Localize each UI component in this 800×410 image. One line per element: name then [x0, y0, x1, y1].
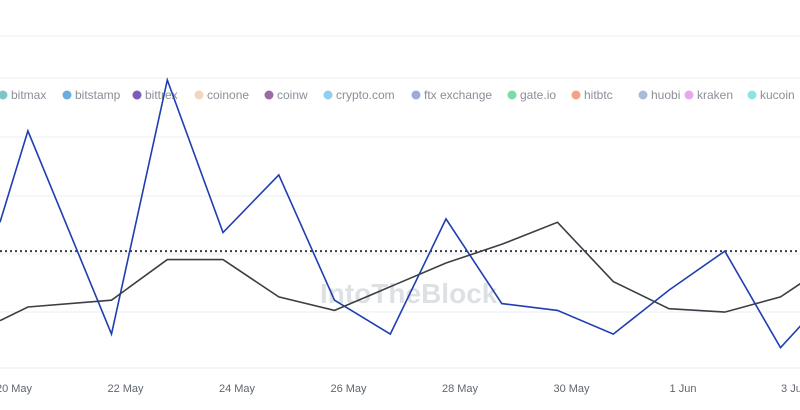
x-tick-label: 24 May [219, 383, 256, 395]
legend: bitmax bitstamp bittrex coinone coinw crypto.… [0, 88, 795, 102]
legend-item-bitmax[interactable]: bitmax [0, 88, 46, 102]
grid-lines [0, 35, 800, 369]
x-tick-label: 30 May [553, 383, 590, 395]
x-tick-label: 1 Jun [670, 383, 697, 395]
legend-swatch [264, 90, 274, 100]
legend-item-coinw[interactable]: coinw [264, 88, 309, 102]
legend-swatch [0, 90, 8, 100]
legend-label: ftx exchange [424, 88, 492, 102]
legend-item-bitstamp[interactable]: bitstamp [62, 88, 121, 102]
legend-label: hitbtc [584, 88, 613, 102]
legend-swatch [323, 90, 333, 100]
x-axis: 20 May 22 May 24 May 26 May 28 May 30 May 1 Ju… [0, 383, 800, 395]
legend-label: coinw [277, 88, 308, 102]
legend-swatch [411, 90, 421, 100]
legend-swatch [684, 90, 694, 100]
legend-item-crypto-com[interactable]: crypto.com [323, 88, 395, 102]
legend-label: crypto.com [336, 88, 395, 102]
legend-swatch [62, 90, 72, 100]
legend-item-kucoin[interactable]: kucoin [747, 88, 795, 102]
legend-label: huobi [651, 88, 680, 102]
series-layer [0, 77, 800, 350]
legend-swatch [571, 90, 581, 100]
legend-label: coinone [207, 88, 249, 102]
legend-label: kucoin [760, 88, 795, 102]
legend-item-gate-io[interactable]: gate.io [507, 88, 557, 102]
legend-swatch [507, 90, 517, 100]
x-tick-label: 22 May [107, 383, 144, 395]
legend-item-bittrex[interactable]: bittrex [132, 88, 178, 102]
legend-label: bitmax [11, 88, 46, 102]
legend-swatch [747, 90, 757, 100]
watermark-logo-text: IntoTheBlock [320, 278, 498, 309]
legend-swatch [132, 90, 142, 100]
legend-item-huobi[interactable]: huobi [638, 88, 681, 102]
legend-label: gate.io [520, 88, 556, 102]
legend-label: bittrex [145, 88, 178, 102]
x-tick-label: 3 Jun [781, 383, 800, 395]
legend-item-kraken[interactable]: kraken [684, 88, 734, 102]
legend-label: kraken [697, 88, 733, 102]
x-tick-label: 20 May [0, 383, 33, 395]
legend-item-coinone[interactable]: coinone [194, 88, 250, 102]
x-tick-label: 28 May [442, 383, 479, 395]
legend-item-hitbtc[interactable]: hitbtc [571, 88, 613, 102]
x-tick-label: 26 May [330, 383, 367, 395]
legend-item-ftx-exchange[interactable]: ftx exchange [411, 88, 493, 102]
legend-swatch [194, 90, 204, 100]
legend-label: bitstamp [75, 88, 121, 102]
legend-swatch [638, 90, 648, 100]
